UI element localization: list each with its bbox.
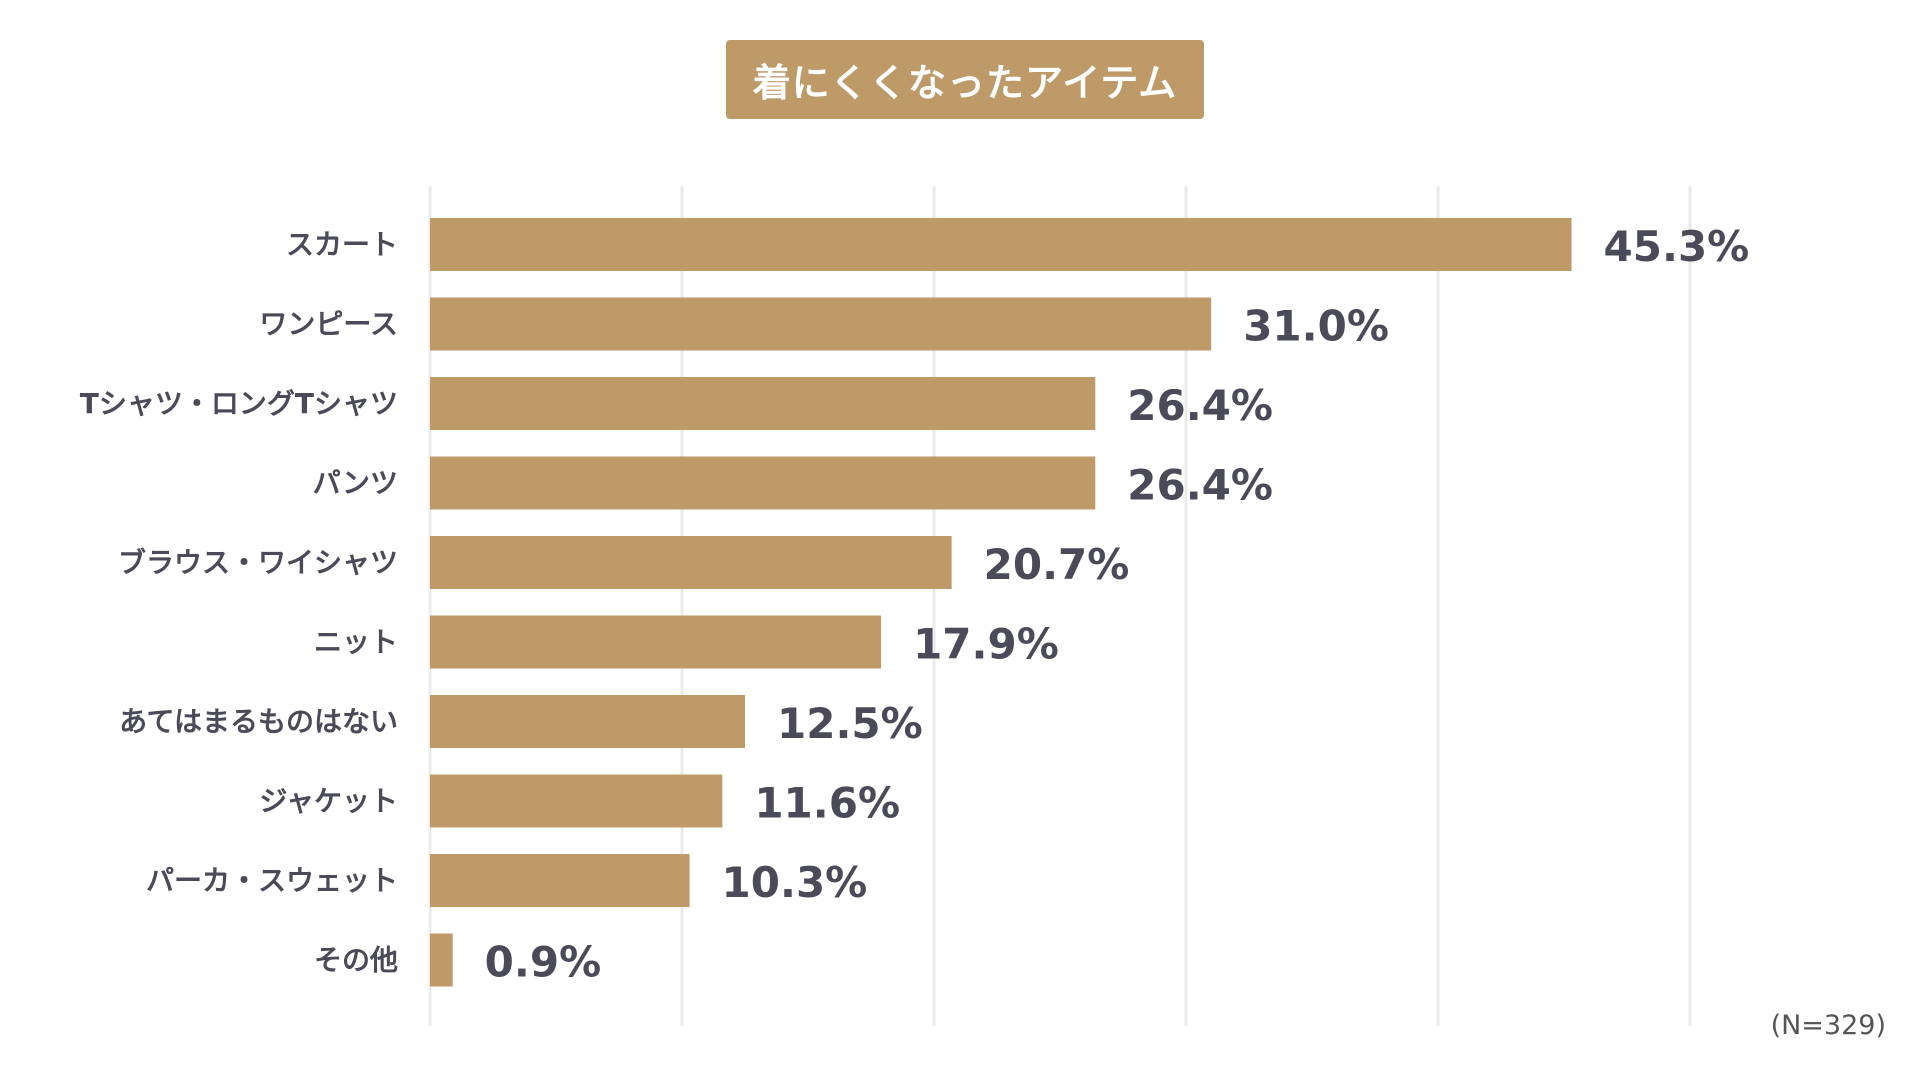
- category-label: ニット: [314, 626, 398, 659]
- bars: [430, 218, 1572, 987]
- bar: [430, 536, 952, 589]
- category-label: パンツ: [313, 467, 398, 500]
- category-label: その他: [314, 944, 398, 977]
- bar: [430, 933, 453, 987]
- bar: [430, 695, 745, 748]
- category-label: パーカ・スウェット: [146, 864, 398, 897]
- value-label: 26.4%: [1127, 461, 1273, 510]
- chart-title: 着にくくなったアイテム: [726, 40, 1204, 119]
- bar: [430, 774, 723, 828]
- category-label: ワンピース: [259, 308, 398, 341]
- bar: [430, 297, 1212, 351]
- value-label: 11.6%: [754, 779, 900, 828]
- bar: [430, 615, 882, 669]
- value-label: 45.3%: [1604, 222, 1750, 271]
- sample-size-note: (N=329): [1770, 1010, 1886, 1041]
- category-label: ブラウス・ワイシャツ: [118, 546, 398, 579]
- value-label: 31.0%: [1243, 302, 1389, 351]
- category-label: Tシャツ・ロングTシャツ: [80, 387, 398, 420]
- category-label: あてはまるものはない: [119, 705, 398, 738]
- value-label: 10.3%: [722, 858, 868, 907]
- value-label: 26.4%: [1127, 381, 1273, 430]
- value-label: 17.9%: [913, 620, 1059, 669]
- category-label: スカート: [286, 228, 398, 261]
- value-label: 20.7%: [984, 540, 1130, 589]
- bar: [430, 456, 1096, 510]
- category-label: ジャケット: [259, 785, 398, 818]
- bar: [430, 218, 1572, 271]
- bar: [430, 854, 690, 907]
- bar: [430, 377, 1096, 430]
- value-labels: 45.3% 31.0% 26.4% 26.4% 20.7% 17.9% 12.5% 11.6%…: [485, 222, 1750, 987]
- value-label: 12.5%: [777, 699, 923, 748]
- value-label: 0.9%: [485, 938, 601, 987]
